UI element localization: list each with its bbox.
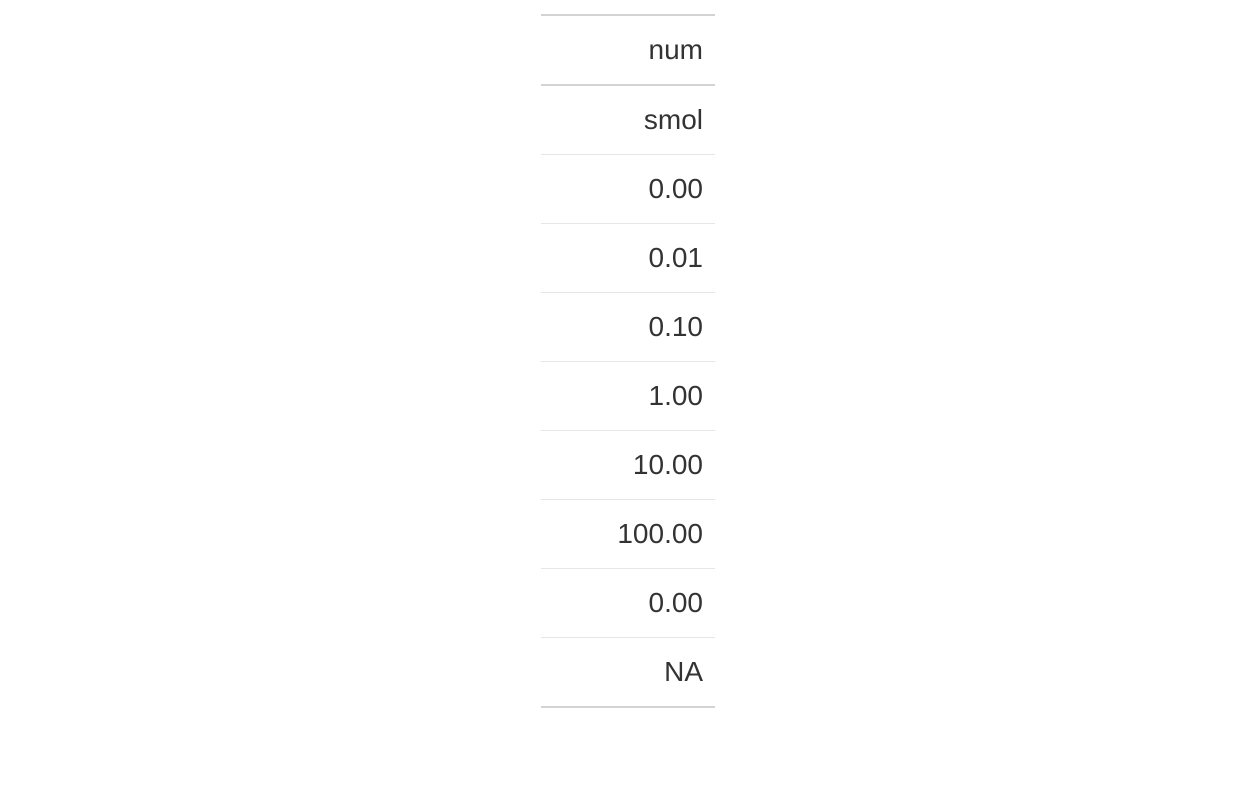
column-header: num: [541, 15, 715, 85]
table-subheader-row: smol: [541, 85, 715, 155]
table-row: 100.00: [541, 500, 715, 569]
column-subheader: smol: [541, 85, 715, 155]
table-cell: 0.01: [541, 224, 715, 293]
table-cell: 10.00: [541, 431, 715, 500]
table-row: 0.01: [541, 224, 715, 293]
table-cell: 0.10: [541, 293, 715, 362]
table-body: 0.00 0.01 0.10 1.00 10.00 100.00 0.00 NA: [541, 155, 715, 708]
table-row: 0.10: [541, 293, 715, 362]
table-cell: 0.00: [541, 569, 715, 638]
table-row: 0.00: [541, 155, 715, 224]
table-cell: 0.00: [541, 155, 715, 224]
table-row: 0.00: [541, 569, 715, 638]
table-cell: 100.00: [541, 500, 715, 569]
data-table: num smol 0.00 0.01 0.10 1.00 10.00 100.0…: [541, 14, 715, 708]
table-row: NA: [541, 638, 715, 708]
table-row: 10.00: [541, 431, 715, 500]
table-cell: NA: [541, 638, 715, 708]
table-header-row: num: [541, 15, 715, 85]
table-cell: 1.00: [541, 362, 715, 431]
table-row: 1.00: [541, 362, 715, 431]
page-container: num smol 0.00 0.01 0.10 1.00 10.00 100.0…: [0, 0, 1256, 796]
